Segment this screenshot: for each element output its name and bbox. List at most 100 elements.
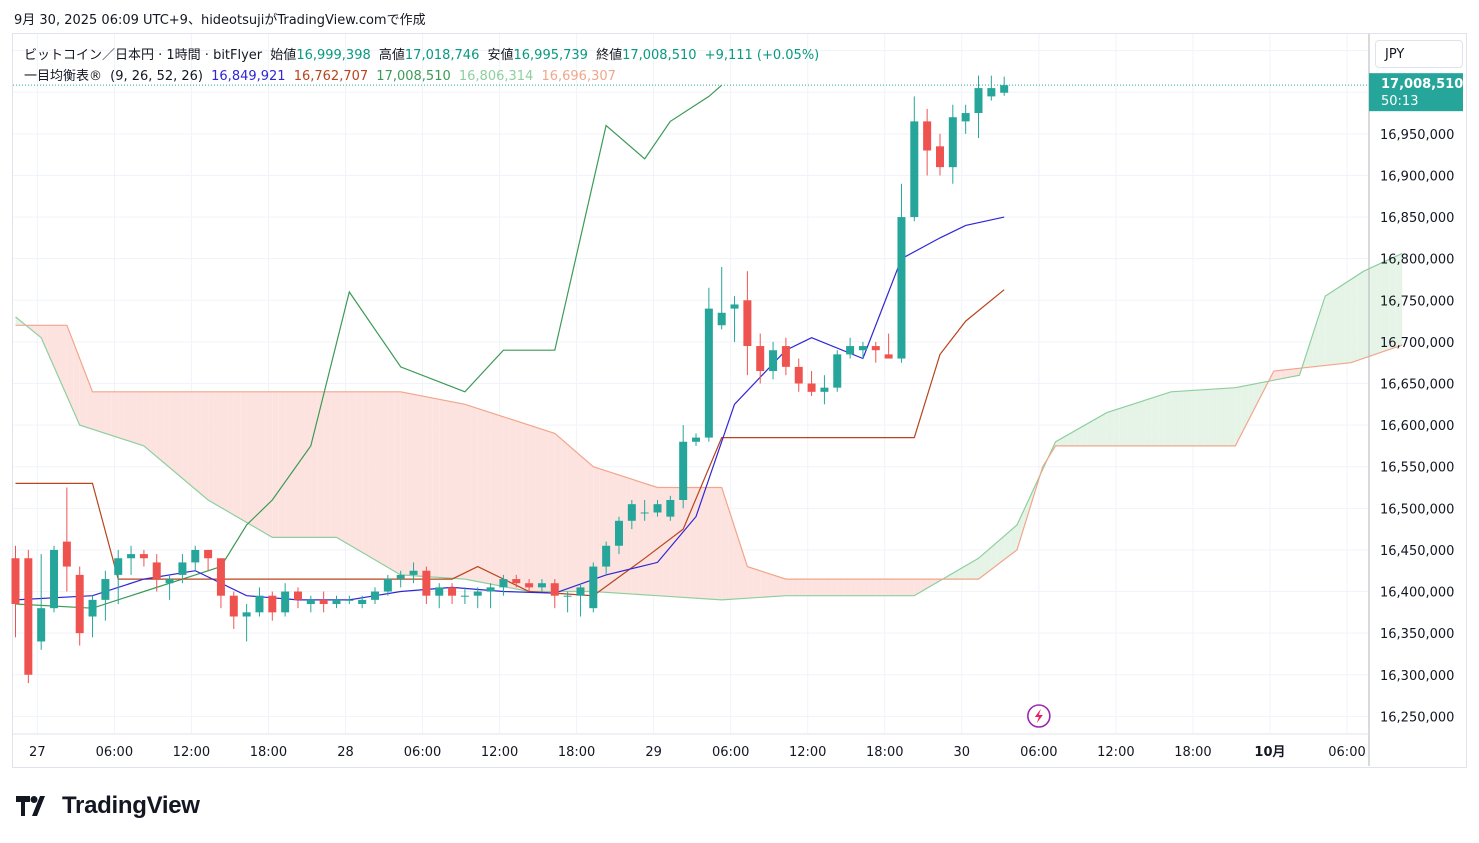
candle-up[interactable] [589, 566, 598, 609]
candle-up[interactable] [332, 599, 341, 605]
ichimoku-cloud-segment [413, 394, 420, 577]
candle-up[interactable] [306, 599, 315, 605]
candle-up[interactable] [255, 595, 264, 613]
candle-up[interactable] [191, 549, 200, 563]
candle-up[interactable] [358, 599, 367, 605]
candle-up[interactable] [281, 591, 290, 613]
candle-up[interactable] [640, 512, 649, 514]
ichimoku-cloud-segment [381, 391, 388, 568]
candle-up[interactable] [653, 504, 662, 513]
candle-up[interactable] [576, 587, 585, 596]
candle-up[interactable] [537, 583, 546, 588]
candle-down[interactable] [807, 383, 816, 392]
ichimoku-cloud-segment [15, 316, 22, 326]
candle-up[interactable] [127, 554, 136, 559]
candle-down[interactable] [75, 574, 84, 634]
ichimoku-cloud-segment [792, 579, 799, 596]
candle-down[interactable] [935, 146, 944, 168]
candle-down[interactable] [152, 562, 161, 580]
candle-down[interactable] [216, 558, 225, 596]
candle-down[interactable] [268, 595, 277, 613]
symbol-legend[interactable]: ビットコイン／日本円 · 1時間 · bitFlyer 始値16,999,398… [24, 44, 823, 63]
ichimoku-cloud-segment [984, 547, 992, 575]
candle-up[interactable] [730, 304, 739, 309]
candle-up[interactable] [602, 545, 611, 567]
candle-down[interactable] [923, 121, 932, 151]
ichimoku-cloud-segment [856, 579, 863, 596]
candle-up[interactable] [692, 437, 701, 442]
ichimoku-cloud-segment [484, 410, 491, 585]
candle-up[interactable] [37, 608, 46, 642]
candle-up[interactable] [627, 504, 636, 521]
candle-up[interactable] [846, 346, 855, 355]
candle-down[interactable] [448, 587, 457, 596]
candle-up[interactable] [679, 441, 688, 500]
candle-up[interactable] [974, 88, 983, 114]
candle-up[interactable] [987, 88, 996, 97]
candle-up[interactable] [1000, 85, 1009, 93]
candle-up[interactable] [114, 558, 123, 575]
candle-down[interactable] [139, 554, 148, 559]
candle-up[interactable] [897, 217, 906, 359]
open-label: 始値 [270, 48, 297, 63]
symbol-title: ビットコイン／日本円 · 1時間 · bitFlyer [24, 48, 263, 63]
candle-down[interactable] [11, 558, 20, 605]
ichimoku-cloud-segment [1382, 259, 1390, 352]
candle-down[interactable] [794, 366, 803, 384]
candle-up[interactable] [435, 587, 444, 596]
candle-up[interactable] [88, 599, 97, 617]
candle-down[interactable] [884, 354, 893, 359]
candle-up[interactable] [242, 612, 251, 617]
candle-up[interactable] [833, 354, 842, 388]
candle-up[interactable] [769, 350, 778, 372]
candle-up[interactable] [50, 549, 59, 609]
candle-down[interactable] [781, 346, 790, 367]
candle-down[interactable] [512, 579, 521, 584]
candle-up[interactable] [666, 500, 675, 517]
candle-up[interactable] [383, 579, 392, 592]
candle-down[interactable] [204, 549, 213, 559]
candle-up[interactable] [371, 591, 380, 600]
candle-up[interactable] [409, 570, 418, 575]
candle-down[interactable] [319, 599, 328, 605]
ichimoku-cloud-segment [927, 579, 934, 589]
ichimoku-cloud-segment [676, 487, 684, 598]
candle-down[interactable] [229, 595, 238, 617]
currency-button[interactable]: JPY [1375, 40, 1463, 68]
ichimoku-cloud-segment [599, 468, 607, 593]
candle-up[interactable] [486, 587, 495, 592]
candle-up[interactable] [858, 346, 867, 351]
candle-down[interactable] [62, 541, 71, 567]
last-price-badge [1369, 73, 1463, 112]
ichimoku-cloud-segment [1100, 412, 1107, 446]
candle-up[interactable] [165, 579, 174, 584]
candle-up[interactable] [704, 308, 713, 438]
ichimoku-cloud-segment [1087, 419, 1095, 446]
candle-down[interactable] [756, 346, 765, 372]
candle-up[interactable] [101, 579, 110, 600]
candle-up[interactable] [563, 595, 572, 597]
candle-down[interactable] [525, 583, 534, 588]
candle-up[interactable] [345, 599, 354, 601]
candle-down[interactable] [293, 591, 302, 600]
candle-up[interactable] [178, 562, 187, 575]
candle-up[interactable] [948, 117, 957, 168]
candle-up[interactable] [460, 595, 469, 597]
candle-up[interactable] [820, 387, 829, 392]
candle-down[interactable] [743, 300, 752, 347]
candle-down[interactable] [24, 558, 33, 675]
candle-up[interactable] [910, 121, 919, 218]
candle-down[interactable] [871, 346, 880, 351]
candle-up[interactable] [961, 113, 970, 122]
tradingview-logo[interactable]: TradingView [16, 792, 200, 820]
indicator-legend[interactable]: 一目均衡表® (9, 26, 52, 26) 16,849,921 16,762… [24, 65, 620, 84]
candle-down[interactable] [422, 570, 431, 596]
candle-down[interactable] [550, 583, 559, 596]
candle-up[interactable] [499, 579, 508, 588]
candle-up[interactable] [396, 574, 405, 580]
candle-up[interactable] [614, 520, 623, 546]
candle-up[interactable] [717, 312, 726, 326]
ichimoku-cloud-segment [330, 391, 337, 538]
candle-up[interactable] [473, 591, 482, 596]
